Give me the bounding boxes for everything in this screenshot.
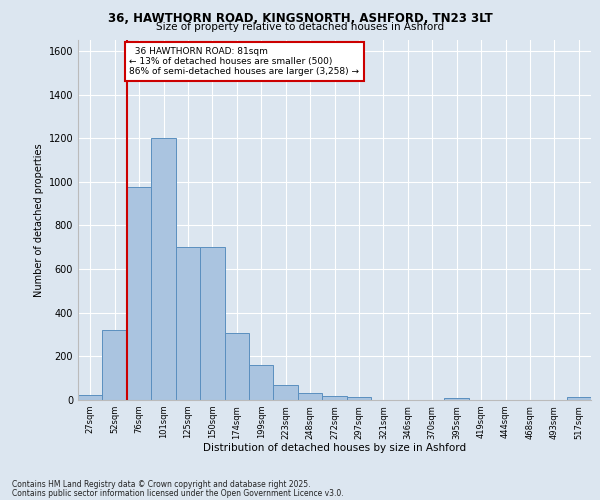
Text: 36 HAWTHORN ROAD: 81sqm
← 13% of detached houses are smaller (500)
86% of semi-d: 36 HAWTHORN ROAD: 81sqm ← 13% of detache… [130,46,359,76]
X-axis label: Distribution of detached houses by size in Ashford: Distribution of detached houses by size … [203,443,466,453]
Bar [200,248,224,400]
Bar [566,398,591,400]
Text: 36, HAWTHORN ROAD, KINGSNORTH, ASHFORD, TN23 3LT: 36, HAWTHORN ROAD, KINGSNORTH, ASHFORD, … [107,12,493,26]
Bar [78,394,103,400]
Bar [103,330,127,400]
Bar [224,334,249,400]
Bar [249,365,274,400]
Bar [274,384,298,400]
Bar [347,396,371,400]
Bar [176,248,200,400]
Text: Contains public sector information licensed under the Open Government Licence v3: Contains public sector information licen… [12,488,344,498]
Bar [298,394,322,400]
Bar [127,188,151,400]
Text: Contains HM Land Registry data © Crown copyright and database right 2025.: Contains HM Land Registry data © Crown c… [12,480,311,489]
Y-axis label: Number of detached properties: Number of detached properties [34,143,44,297]
Bar [445,398,469,400]
Text: Size of property relative to detached houses in Ashford: Size of property relative to detached ho… [156,22,444,32]
Bar [322,396,347,400]
Bar [151,138,176,400]
